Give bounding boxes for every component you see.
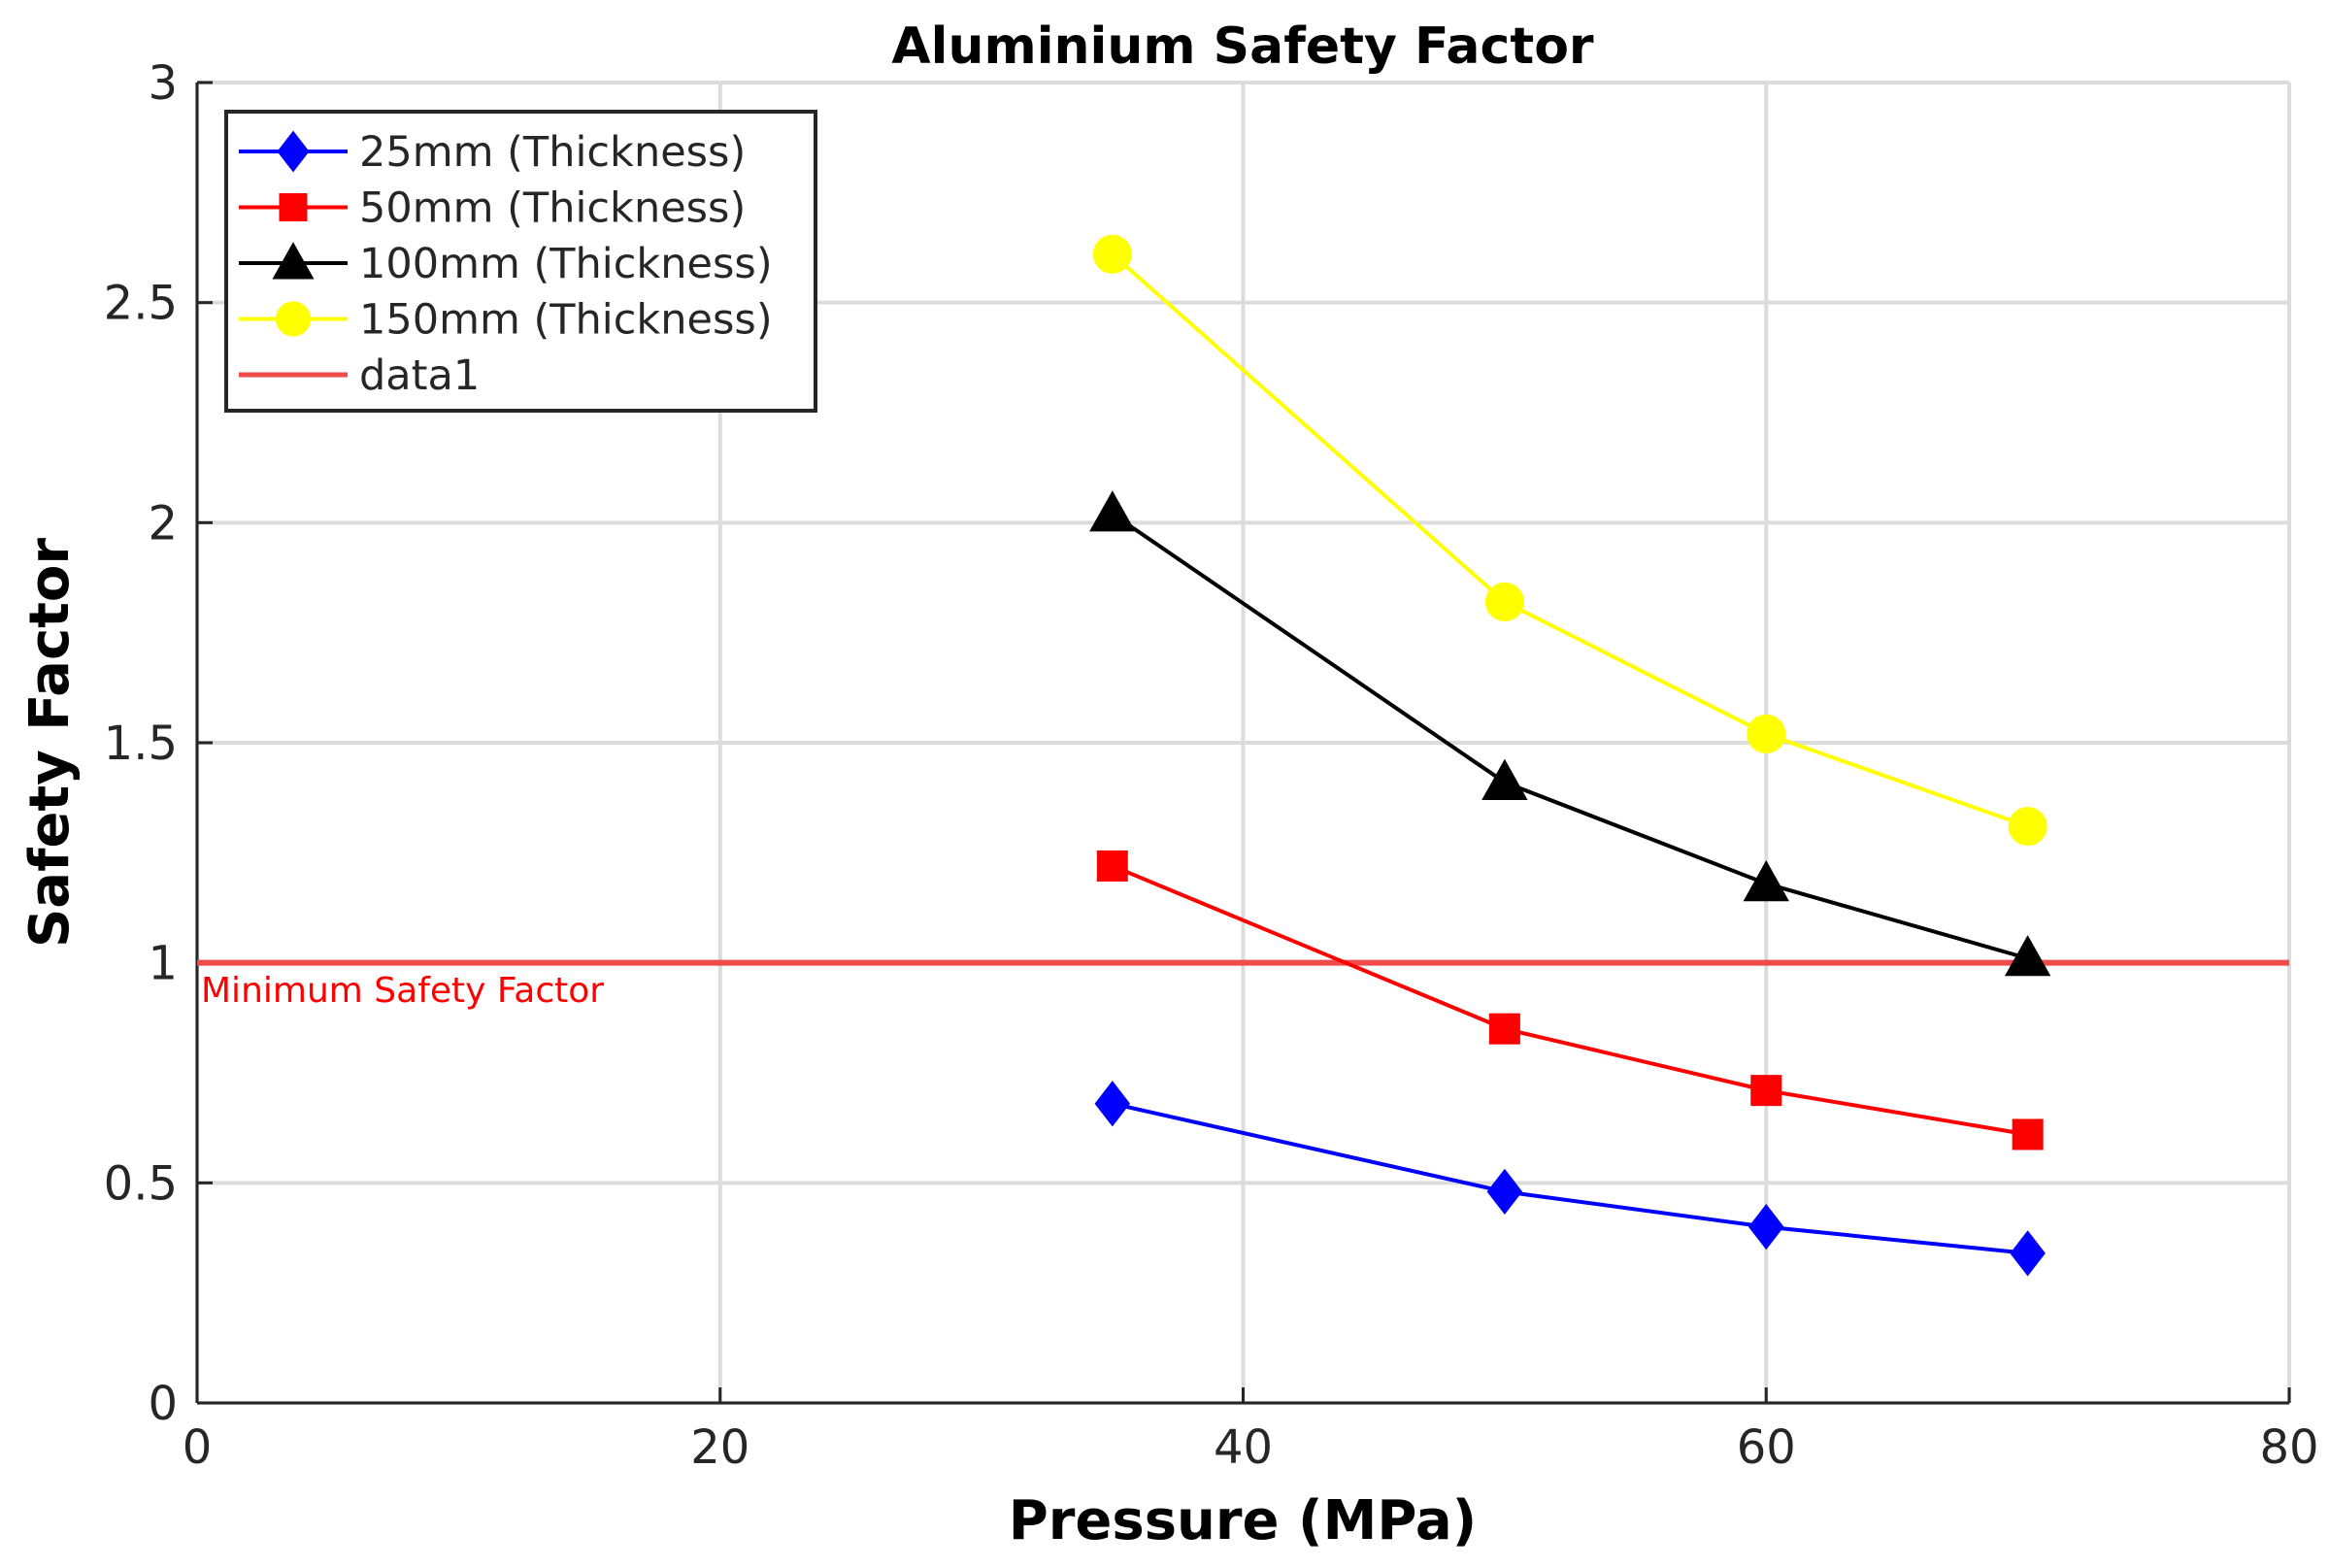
legend-marker xyxy=(275,301,312,337)
legend-entry[interactable]: 150mm (Thickness) xyxy=(239,296,773,345)
data-point xyxy=(1748,1204,1784,1251)
x-tick-label: 60 xyxy=(1737,1420,1796,1475)
legend[interactable]: 25mm (Thickness) 50mm (Thickness) 100mm (T… xyxy=(224,110,817,413)
data-point xyxy=(2010,1230,2046,1277)
legend-label: data1 xyxy=(359,351,480,400)
x-tick-label: 20 xyxy=(690,1420,749,1475)
data-point xyxy=(1486,1168,1523,1216)
x-tick-label: 0 xyxy=(183,1420,213,1475)
y-tick-label: 1.5 xyxy=(104,717,178,771)
axes xyxy=(195,81,2291,1405)
x-tick-label: 80 xyxy=(2259,1420,2318,1475)
data-point xyxy=(1747,714,1786,753)
y-tick-label: 0 xyxy=(148,1377,178,1431)
legend-marker xyxy=(277,130,310,173)
y-tick-label: 2.5 xyxy=(104,277,178,331)
data-point xyxy=(1484,582,1524,621)
series-line xyxy=(1111,512,2029,961)
y-tick-label: 0.5 xyxy=(104,1156,178,1211)
data-point xyxy=(2004,935,2051,977)
series-line xyxy=(1111,252,2029,829)
series-circle xyxy=(1092,234,2047,847)
data-point xyxy=(2008,807,2047,847)
y-axis-title: Safety Factor xyxy=(18,538,82,948)
legend-marker xyxy=(272,242,315,280)
legend-entry[interactable]: 100mm (Thickness) xyxy=(239,240,773,288)
legend-label: 150mm (Thickness) xyxy=(359,296,773,345)
series-layer xyxy=(1089,234,2051,1277)
x-tick-label: 40 xyxy=(1214,1420,1273,1475)
legend-entry[interactable]: 25mm (Thickness) xyxy=(239,128,746,177)
data-point xyxy=(1092,234,1132,274)
legend-label: 50mm (Thickness) xyxy=(359,184,746,233)
y-tick-label: 1 xyxy=(148,937,178,991)
data-point xyxy=(1488,1013,1520,1045)
series-diamond xyxy=(1094,1081,2046,1277)
series-line xyxy=(1112,1101,2028,1255)
data-point xyxy=(1743,860,1789,902)
series-square xyxy=(1096,850,2044,1151)
data-point xyxy=(2012,1118,2044,1151)
y-tick-label: 3 xyxy=(148,56,178,111)
legend-marker xyxy=(279,193,308,221)
y-tick-label: 2 xyxy=(148,496,178,550)
data-point xyxy=(1750,1075,1782,1107)
series-line xyxy=(1112,864,2028,1137)
chart-title: Aluminium Safety Factor xyxy=(891,17,1594,76)
annotation-minimum-safety-factor: Minimum Safety Factor xyxy=(201,971,604,1011)
legend-label: 100mm (Thickness) xyxy=(359,240,773,288)
legend-entry[interactable]: data1 xyxy=(239,351,480,400)
legend-entry[interactable]: 50mm (Thickness) xyxy=(239,184,746,233)
x-tick-labels: 0 20 40 60 80 xyxy=(183,1420,2319,1475)
data-point xyxy=(1481,758,1528,800)
y-tick-labels: 0 0.5 1 1.5 2 2.5 3 xyxy=(104,56,178,1431)
data-point xyxy=(1094,1081,1131,1127)
legend-label: 25mm (Thickness) xyxy=(359,128,746,177)
data-point xyxy=(1089,490,1136,532)
x-axis-title: Pressure (MPa) xyxy=(1009,1489,1478,1552)
data-point xyxy=(1096,850,1128,882)
series-triangle xyxy=(1089,490,2051,977)
